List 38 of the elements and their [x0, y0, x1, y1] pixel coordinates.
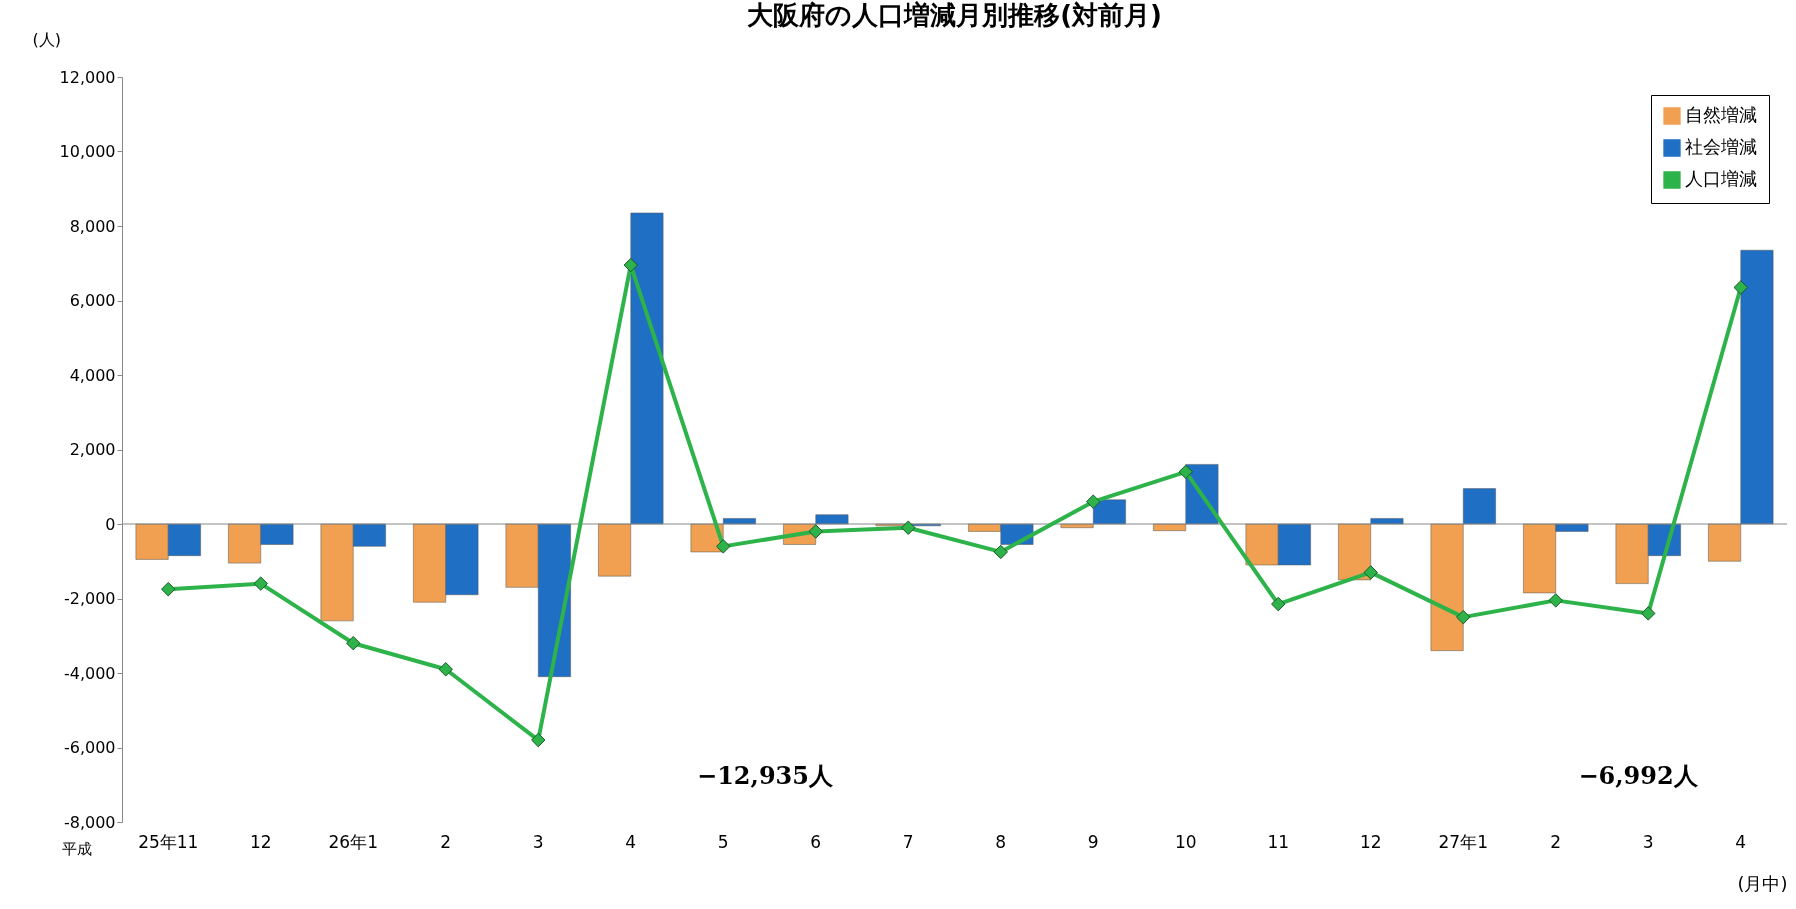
x-tick-label: 7	[902, 831, 914, 852]
x-tick-label: 8	[995, 831, 1007, 852]
y-tick-label: 0	[105, 514, 116, 534]
x-tick-label: 5	[717, 831, 729, 852]
y-axis-title: (人)	[32, 29, 61, 49]
y-tick-label: 10,000	[59, 142, 116, 161]
x-tick-label: 6	[810, 831, 822, 852]
x-tick-label: 11	[1267, 831, 1290, 852]
x-tick-label: 3	[532, 831, 544, 852]
x-tick-label: 3	[1642, 831, 1654, 852]
x-tick-label: 12	[249, 831, 272, 852]
text: 平成	[62, 840, 92, 858]
y-tick-label: -4,000	[63, 663, 116, 683]
x-tick-label: 9	[1087, 831, 1099, 852]
x-tick-label: 26年1	[328, 831, 378, 852]
y-tick-label: 2,000	[69, 440, 116, 459]
legend-label: 人口増減	[1685, 168, 1757, 189]
x-tick-label: 2	[1550, 831, 1562, 852]
x-tick-label: 25年11	[138, 831, 199, 852]
legend-label: 自然増減	[1685, 104, 1757, 125]
x-axis-title: (月中)	[1737, 872, 1788, 894]
y-tick-label: -6,000	[63, 738, 116, 757]
chart-title: 大阪府の人口増減月別推移(対前月)	[747, 0, 1162, 30]
y-tick-label: 12,000	[59, 67, 116, 87]
y-tick-label: 8,000	[69, 216, 116, 236]
legend-label: 社会増減	[1685, 136, 1757, 157]
y-tick-label: -8,000	[63, 812, 116, 832]
x-tick-label: 2	[440, 831, 452, 852]
x-tick-label: 27年1	[1438, 831, 1488, 852]
annotation: −12,935人	[697, 761, 834, 790]
y-tick-label: 4,000	[69, 365, 116, 385]
y-tick-label: 6,000	[69, 291, 116, 310]
x-tick-label: 10	[1174, 831, 1197, 852]
y-tick-label: -2,000	[63, 589, 116, 608]
x-tick-label: 12	[1359, 831, 1382, 852]
x-tick-label: 4	[625, 831, 637, 852]
x-tick-label: 4	[1735, 831, 1747, 852]
annotation: −6,992人	[1578, 761, 1699, 790]
